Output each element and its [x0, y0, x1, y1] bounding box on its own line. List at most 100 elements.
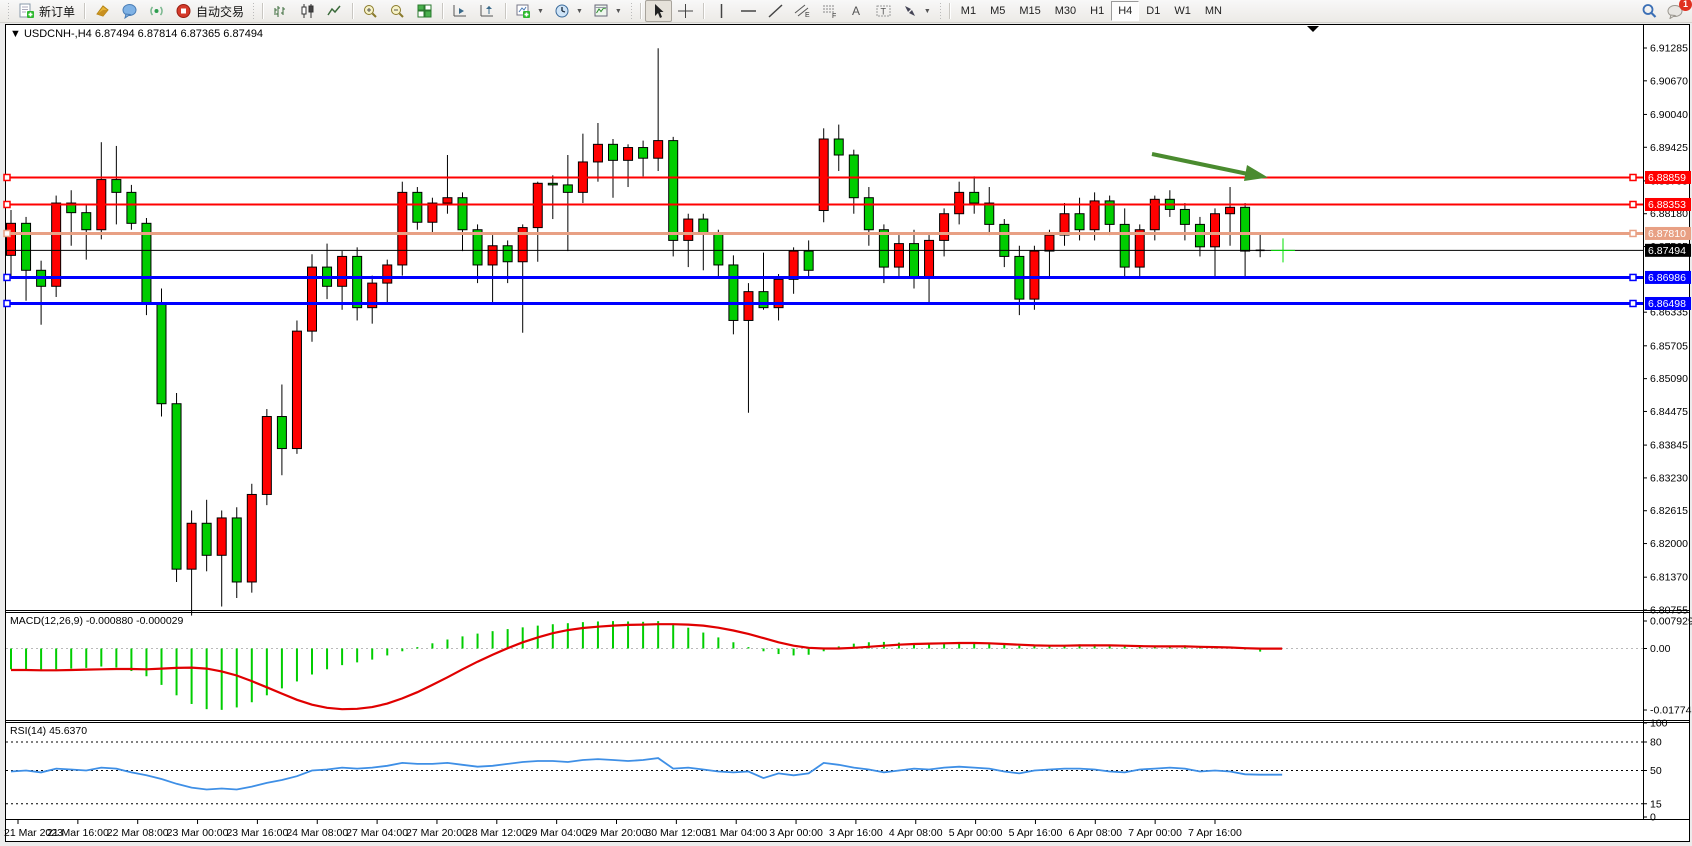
hline-handle[interactable] [3, 200, 11, 209]
hline-handle[interactable] [1629, 200, 1637, 209]
candle-body-down [1240, 206, 1251, 252]
hline-handle[interactable] [3, 299, 11, 308]
hline-handle[interactable] [1629, 173, 1637, 182]
price-tick-label: 6.83845 [1650, 440, 1688, 452]
fibonacci-icon: F [821, 3, 838, 19]
macd-label: MACD(12,26,9) -0.000880 -0.000029 [10, 615, 184, 627]
candle-body-down [1104, 200, 1115, 225]
horizontal-line-tool[interactable] [735, 0, 762, 22]
chart-shift-marker[interactable] [1307, 26, 1319, 32]
hline-handle[interactable] [3, 273, 11, 282]
price-tick-label: 6.83230 [1650, 472, 1688, 484]
arrow-tools-button[interactable]: ▼ [897, 0, 936, 22]
candle-body-up [216, 517, 227, 556]
tab-timeframe-W1[interactable]: W1 [1174, 5, 1191, 17]
mql-gold-icon [94, 3, 111, 19]
chart-canvas[interactable]: 6.912856.906706.900406.894256.887956.881… [0, 24, 1692, 846]
trendline-tool[interactable] [762, 0, 789, 22]
hline-handle[interactable] [3, 229, 11, 238]
toolbar-separator [505, 3, 507, 19]
hline-handle[interactable] [1629, 273, 1637, 282]
hline-handle[interactable] [3, 173, 11, 182]
macd-axis-label: 0.007929 [1650, 616, 1692, 628]
text-label-icon: T [875, 3, 892, 19]
candle-body-up [924, 239, 935, 279]
candle-body-up [367, 282, 378, 309]
tab-timeframe-D1[interactable]: D1 [1146, 5, 1161, 17]
bar-chart-button[interactable] [267, 0, 294, 22]
cursor-icon [650, 3, 667, 19]
time-tick-label: 21 Mar 2023 [4, 827, 63, 839]
candle-body-up [382, 264, 393, 284]
tab-timeframe-MN[interactable]: MN [1204, 5, 1222, 17]
tab-timeframe-M15[interactable]: M15 [1019, 5, 1041, 17]
tab-timeframe-H1[interactable]: H1 [1090, 5, 1105, 17]
text-icon: A [848, 3, 865, 19]
template-button[interactable]: ▼ [588, 0, 627, 22]
messenger-button[interactable] [116, 0, 143, 22]
hline-handle[interactable] [1629, 229, 1637, 238]
chart-background[interactable] [5, 24, 1690, 842]
candle-body-up [623, 147, 634, 161]
autotrade-button[interactable]: 自动交易 [170, 0, 249, 22]
autotrade-stop-icon [175, 3, 192, 19]
candle-body-up [788, 250, 799, 280]
trend-arrow-head[interactable] [1244, 165, 1268, 181]
trend-arrow[interactable] [1151, 152, 1249, 176]
time-tick-label: 29 Mar 04:00 [526, 827, 588, 839]
new-order-button[interactable]: 新订单 [13, 0, 80, 22]
chart-shift-button[interactable] [474, 0, 501, 22]
mql-market-button[interactable] [89, 0, 116, 22]
rsi-axis-label: 80 [1650, 737, 1662, 749]
candle-body-down [111, 179, 122, 193]
crosshair-icon [677, 3, 694, 19]
tab-timeframe-M5[interactable]: M5 [990, 5, 1006, 17]
price-badge-label: 6.88353 [1648, 199, 1686, 211]
tab-timeframe-M1[interactable]: M1 [960, 5, 977, 17]
period-clock-button[interactable]: ▼ [549, 0, 588, 22]
price-tick-label: 6.88180 [1650, 208, 1688, 220]
time-tick-label: 7 Apr 00:00 [1128, 827, 1182, 839]
cursor-tool-button[interactable] [644, 0, 672, 22]
candle-body-down [231, 517, 242, 583]
channel-tool[interactable]: E [789, 0, 816, 22]
candlestick-button[interactable] [294, 0, 321, 22]
vertical-line-tool[interactable] [708, 0, 735, 22]
candle-body-down [984, 202, 995, 225]
hline-handle[interactable] [1629, 299, 1637, 308]
tile-windows-icon [416, 3, 433, 19]
tab-timeframe-M30[interactable]: M30 [1054, 5, 1077, 17]
chat-icon[interactable]: 1 [1666, 0, 1692, 19]
candle-body-down [412, 191, 423, 223]
search-icon[interactable] [1641, 3, 1658, 19]
text-tool[interactable]: A [843, 0, 870, 22]
messenger-icon [121, 3, 138, 19]
tab-timeframe-H4[interactable]: H4 [1111, 1, 1140, 21]
candle-body-up [954, 191, 965, 215]
tile-windows-button[interactable] [411, 0, 438, 22]
crosshair-tool-button[interactable] [672, 0, 699, 22]
chart-title: ▼ USDCNH-,H4 6.87494 6.87814 6.87365 6.8… [10, 28, 263, 40]
toolbar-grip[interactable] [629, 3, 633, 19]
toolbar-grip[interactable] [252, 3, 256, 19]
toolbar-grip[interactable] [938, 3, 942, 19]
toolbar-separator [84, 3, 86, 19]
auto-scroll-button[interactable] [447, 0, 474, 22]
new-chart-button[interactable]: ▼ [510, 0, 549, 22]
candle-body-down [608, 143, 618, 161]
line-chart-button[interactable] [321, 0, 348, 22]
fibonacci-tool[interactable]: F [816, 0, 843, 22]
rsi-line [10, 757, 1283, 791]
rsi-label: RSI(14) 45.6370 [10, 725, 87, 737]
zoom-out-button[interactable] [384, 0, 411, 22]
channel-icon: E [794, 3, 811, 19]
chart-window: 6.912856.906706.900406.894256.887956.881… [0, 24, 1692, 846]
signals-button[interactable] [143, 0, 170, 22]
candle-body-down [1194, 223, 1205, 248]
candle-body-down [66, 202, 77, 214]
candle-body-down [502, 245, 513, 263]
zoom-in-button[interactable] [357, 0, 384, 22]
toolbar-grip[interactable] [7, 3, 10, 19]
time-tick-label: 30 Mar 12:00 [645, 827, 707, 839]
text-label-tool[interactable]: T [870, 0, 897, 22]
